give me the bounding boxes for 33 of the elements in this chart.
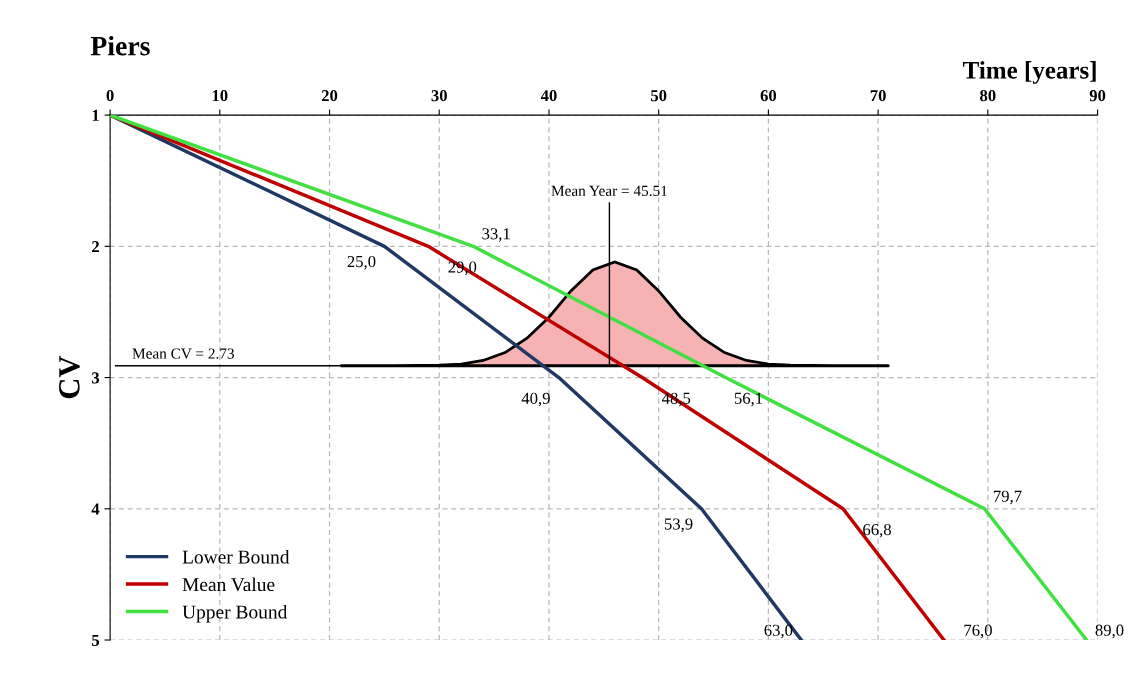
- annotation: 89,0: [1095, 624, 1124, 639]
- legend-label: Mean Value: [182, 577, 275, 592]
- chart-title: Piers: [90, 35, 150, 56]
- annotation: 33,1: [482, 228, 510, 242]
- x-tick-label: 0: [106, 90, 114, 102]
- annotation: 76,0: [964, 624, 992, 639]
- annotation: 56,1: [734, 392, 763, 407]
- y-tick-label: 2: [92, 241, 99, 253]
- legend-label: Lower Bound: [182, 549, 290, 564]
- annotation: 40,9: [521, 392, 550, 407]
- x-tick-label: 40: [540, 90, 557, 102]
- y-tick-label: 4: [91, 503, 100, 515]
- y-tick-label: 5: [92, 634, 100, 646]
- x-tick-label: 30: [431, 90, 447, 102]
- annotation: 79,7: [993, 490, 1022, 505]
- x-tick-label: 80: [980, 90, 996, 102]
- x-tick-label: 50: [651, 90, 667, 102]
- legend-label: Upper Bound: [182, 604, 288, 623]
- y-tick-label: 1: [92, 109, 99, 121]
- y-axis-title: CV: [59, 355, 80, 399]
- x-axis-title: Time [years]: [963, 61, 1096, 84]
- annotation: 25,0: [347, 255, 376, 270]
- x-tick-label: 60: [760, 90, 777, 102]
- annotation: 66,8: [863, 523, 891, 538]
- x-tick-label: 10: [212, 90, 228, 102]
- annotation: 53,9: [664, 518, 693, 533]
- ref-line-label: Mean Year = 45.51: [551, 185, 667, 197]
- x-tick-label: 20: [321, 90, 338, 102]
- x-tick-label: 70: [870, 90, 886, 102]
- y-tick-label: 3: [91, 372, 100, 384]
- annotation: 63,0: [764, 624, 793, 639]
- annotation: Mean CV = 2.73: [132, 348, 234, 359]
- x-tick-label: 90: [1089, 90, 1106, 102]
